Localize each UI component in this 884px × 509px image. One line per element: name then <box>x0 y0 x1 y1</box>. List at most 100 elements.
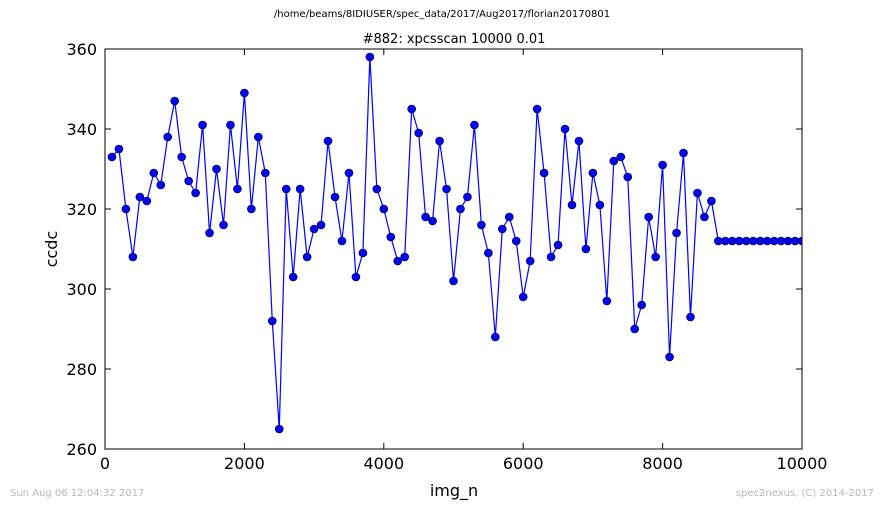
data-point <box>344 168 354 178</box>
x-tick-label: 0 <box>100 454 110 473</box>
data-point <box>581 244 591 254</box>
data-point <box>518 292 528 302</box>
data-point <box>267 316 277 326</box>
data-point <box>205 228 214 238</box>
data-point <box>107 152 117 162</box>
data-point <box>337 236 347 246</box>
x-axis-label: img_n <box>430 481 478 501</box>
data-point <box>553 240 563 250</box>
x-tick-label: 2000 <box>224 454 265 473</box>
data-point <box>421 212 430 222</box>
data-point <box>686 312 695 322</box>
data-point <box>149 168 159 178</box>
data-point <box>386 232 396 242</box>
series-0 <box>107 52 802 434</box>
data-point <box>428 216 437 226</box>
y-axis-label: ccdc <box>42 231 61 268</box>
data-point <box>226 120 235 130</box>
data-point <box>679 148 688 158</box>
x-tick-label: 4000 <box>363 454 404 473</box>
data-point <box>511 236 521 246</box>
chart-title: #882: xpcsscan 10000 0.01 <box>363 32 546 47</box>
data-point <box>274 424 284 434</box>
data-point <box>497 224 507 234</box>
data-point <box>504 212 514 222</box>
data-point <box>400 252 410 262</box>
data-point <box>114 144 124 154</box>
figure-suptitle: /home/beams/8IDIUSER/spec_data/2017/Aug2… <box>273 9 611 20</box>
data-point <box>609 156 619 166</box>
y-tick-label: 260 <box>66 440 97 459</box>
data-point <box>644 212 653 222</box>
data-point <box>379 204 389 214</box>
data-point <box>693 188 702 198</box>
plot-frame <box>104 48 803 450</box>
y-tick-label: 280 <box>66 360 97 379</box>
x-tick-label: 6000 <box>503 454 544 473</box>
data-point <box>240 88 249 98</box>
data-point <box>658 160 667 170</box>
data-point <box>797 236 802 246</box>
data-point <box>247 204 256 214</box>
data-point <box>588 168 598 178</box>
credits-footer: spec2nexus, (C) 2014-2017 <box>735 488 874 499</box>
data-point <box>281 184 291 194</box>
data-point <box>365 52 375 62</box>
data-point <box>288 272 298 282</box>
data-point <box>261 168 270 178</box>
data-point <box>372 184 382 194</box>
y-tick-label: 340 <box>66 120 97 139</box>
data-point <box>358 248 368 258</box>
y-tick-label: 360 <box>66 40 97 59</box>
data-point <box>623 172 633 182</box>
data-point <box>560 124 570 134</box>
x-tick-label: 10000 <box>777 454 828 473</box>
data-point <box>602 296 612 306</box>
data-point <box>170 96 179 106</box>
data-point <box>212 164 221 174</box>
timestamp-footer: Sun Aug 06 12:04:32 2017 <box>10 488 145 499</box>
data-point <box>163 132 173 142</box>
data-point <box>316 220 326 230</box>
data-point <box>595 200 605 210</box>
data-point <box>449 276 458 286</box>
data-point <box>630 324 640 334</box>
data-point <box>219 220 228 230</box>
data-point <box>254 132 263 142</box>
data-point <box>539 168 549 178</box>
data-point <box>330 192 340 202</box>
data-point <box>351 272 361 282</box>
data-point <box>295 184 305 194</box>
data-point <box>651 252 660 262</box>
x-tick-label: 8000 <box>642 454 683 473</box>
data-point <box>574 136 584 146</box>
data-point <box>435 136 444 146</box>
data-point <box>323 136 333 146</box>
data-point <box>491 332 500 342</box>
data-point <box>470 120 479 130</box>
series-line <box>111 56 802 430</box>
data-point <box>184 176 193 186</box>
data-point <box>142 196 152 206</box>
data-point <box>546 252 556 262</box>
data-point <box>672 228 681 238</box>
data-point <box>463 192 472 202</box>
data-point <box>532 104 542 114</box>
data-point <box>700 212 709 222</box>
data-point <box>177 152 186 162</box>
data-point <box>233 184 242 194</box>
data-point <box>665 352 674 362</box>
data-point <box>309 224 319 234</box>
data-point <box>121 204 131 214</box>
data-point <box>302 252 312 262</box>
data-point <box>135 192 145 202</box>
data-point <box>484 248 493 258</box>
data-point <box>477 220 486 230</box>
y-tick-label: 320 <box>66 200 97 219</box>
data-point <box>407 104 416 114</box>
y-tick-label: 300 <box>66 280 97 299</box>
data-point <box>707 196 716 206</box>
data-point <box>198 120 207 130</box>
data-point <box>156 180 166 190</box>
